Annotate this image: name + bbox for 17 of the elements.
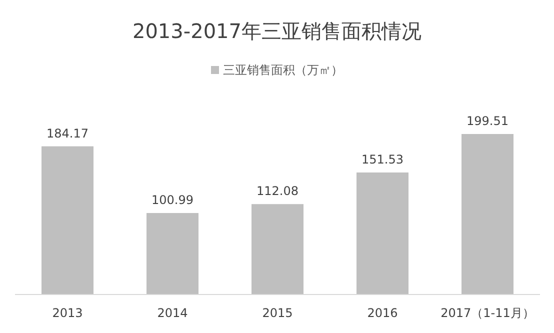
legend-label: 三亚销售面积（万㎡）	[223, 63, 343, 77]
bar	[252, 204, 304, 294]
bar	[42, 146, 94, 294]
x-tick-label: 2017（1-11月）	[440, 306, 534, 320]
bar	[146, 213, 198, 294]
data-label: 184.17	[46, 126, 88, 140]
x-tick-label: 2013	[52, 306, 83, 320]
data-label: 112.08	[256, 184, 298, 198]
chart-title: 2013-2017年三亚销售面积情况	[132, 19, 422, 43]
x-tick-label: 2014	[157, 306, 188, 320]
data-label: 199.51	[466, 114, 508, 128]
data-label: 151.53	[362, 152, 404, 166]
bar	[356, 172, 408, 294]
data-label: 100.99	[152, 193, 194, 208]
bar	[462, 134, 514, 294]
x-tick-label: 2016	[367, 306, 398, 320]
x-tick-label: 2015	[262, 306, 293, 320]
